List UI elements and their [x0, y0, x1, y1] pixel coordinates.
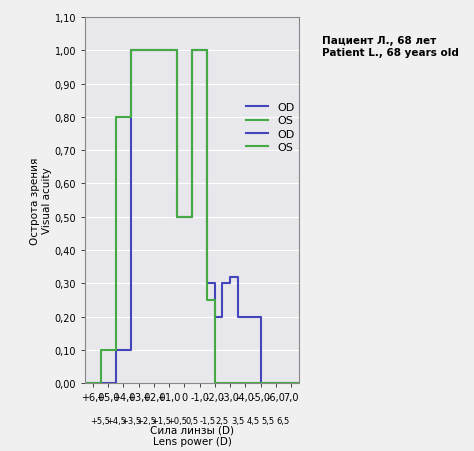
OS	[296, 381, 301, 386]
Text: -1,5: -1,5	[199, 416, 215, 425]
OS	[189, 49, 195, 54]
OS	[219, 381, 225, 386]
OD	[258, 314, 264, 320]
Text: +4,5: +4,5	[106, 416, 126, 425]
OD	[219, 281, 225, 286]
OS	[265, 381, 271, 386]
OD	[204, 49, 210, 54]
OS	[82, 381, 88, 386]
OD	[227, 281, 233, 286]
Text: 4,5: 4,5	[246, 416, 259, 425]
Text: 3,5: 3,5	[231, 416, 244, 425]
OS	[250, 381, 256, 386]
Legend: OD, OS, OD, OS: OD, OS, OD, OS	[241, 98, 299, 157]
OS	[235, 381, 240, 386]
OD	[128, 347, 134, 353]
OD	[296, 381, 301, 386]
OD	[128, 49, 134, 54]
OS	[212, 298, 218, 303]
OD	[113, 347, 118, 353]
Text: +3,5: +3,5	[121, 416, 141, 425]
OS	[219, 381, 225, 386]
Text: +5,5: +5,5	[91, 416, 110, 425]
OS	[113, 115, 118, 120]
OD	[227, 274, 233, 280]
OS	[128, 115, 134, 120]
OS	[174, 215, 180, 220]
OD	[113, 381, 118, 386]
OD	[212, 314, 218, 320]
OD	[265, 381, 271, 386]
OS	[212, 381, 218, 386]
OD	[219, 314, 225, 320]
OD	[235, 314, 240, 320]
OD	[189, 215, 195, 220]
Text: 2,5: 2,5	[216, 416, 229, 425]
Text: +2,5: +2,5	[136, 416, 156, 425]
Text: +1,5: +1,5	[152, 416, 172, 425]
OS	[235, 381, 240, 386]
Text: 0,5: 0,5	[185, 416, 199, 425]
Text: +0,5: +0,5	[167, 416, 187, 425]
OD	[258, 381, 264, 386]
OS	[204, 49, 210, 54]
OS	[128, 49, 134, 54]
OD	[204, 281, 210, 286]
OS	[204, 298, 210, 303]
OS	[174, 49, 180, 54]
OD	[212, 281, 218, 286]
OS	[265, 381, 271, 386]
Text: 6,5: 6,5	[277, 416, 290, 425]
Line: OS: OS	[85, 51, 299, 383]
X-axis label: Сила линзы (D)
Lens power (D): Сила линзы (D) Lens power (D)	[150, 424, 234, 446]
OD	[235, 274, 240, 280]
OD	[265, 381, 271, 386]
Y-axis label: Острота зрения
Visual acuity: Острота зрения Visual acuity	[30, 157, 52, 244]
OD	[189, 49, 195, 54]
OS	[250, 381, 256, 386]
OD	[174, 215, 180, 220]
Line: OD: OD	[85, 51, 299, 383]
OS	[113, 347, 118, 353]
OS	[98, 381, 103, 386]
OS	[189, 215, 195, 220]
Text: Пациент Л., 68 лет
Patient L., 68 years old: Пациент Л., 68 лет Patient L., 68 years …	[322, 36, 459, 58]
OS	[98, 347, 103, 353]
Text: 5,5: 5,5	[262, 416, 275, 425]
OD	[82, 381, 88, 386]
OD	[174, 49, 180, 54]
